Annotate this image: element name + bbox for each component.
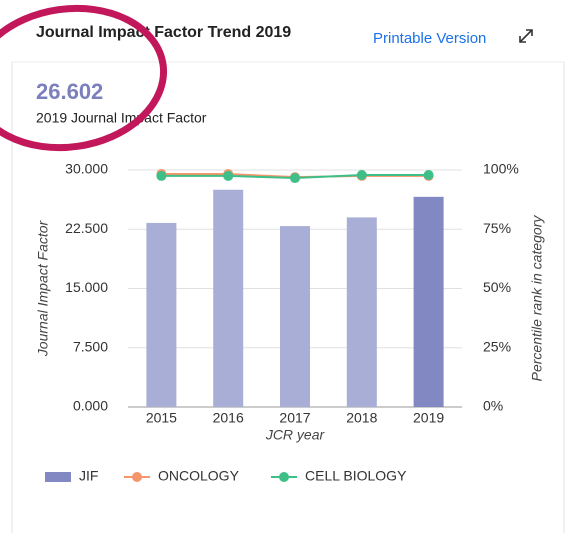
x-tick-label: 2019 <box>413 410 444 426</box>
bar <box>213 189 244 407</box>
legend-swatch <box>279 472 289 482</box>
x-tick-label: 2015 <box>146 410 177 426</box>
x-tick-label: 2018 <box>346 410 377 426</box>
printable-link[interactable]: Printable Version <box>373 30 486 47</box>
y2-axis-label: Percentile rank in category <box>529 215 545 382</box>
y2-tick-label: 50% <box>483 279 511 295</box>
bar <box>146 222 177 407</box>
y2-tick-label: 100% <box>483 161 519 177</box>
x-tick-label: 2016 <box>213 410 244 426</box>
point <box>423 169 434 180</box>
y-tick-label: 22.500 <box>65 220 108 236</box>
jif-caption: 2019 Journal Impact Factor <box>36 110 207 126</box>
y2-tick-label: 25% <box>483 338 511 354</box>
legend-swatch <box>132 472 142 482</box>
x-axis-label: JCR year <box>265 427 326 443</box>
bar <box>413 196 444 407</box>
point <box>290 173 300 184</box>
legend-label: JIF <box>79 468 98 484</box>
widget-title: Journal Impact Factor Trend 2019 <box>36 24 291 41</box>
y-axis-label: Journal Impact Factor <box>35 219 51 357</box>
jif-value: 26.602 <box>36 79 103 104</box>
y2-tick-label: 75% <box>483 220 511 236</box>
y-tick-label: 30.000 <box>65 161 108 177</box>
legend-label: ONCOLOGY <box>158 468 240 484</box>
point <box>223 170 234 181</box>
expand-icon[interactable] <box>519 29 533 43</box>
bar <box>346 217 377 407</box>
highlight-circle <box>0 4 168 152</box>
point <box>156 170 167 181</box>
y2-tick-label: 0% <box>483 398 503 414</box>
y-tick-label: 15.000 <box>65 279 108 295</box>
x-tick-label: 2017 <box>279 410 310 426</box>
legend-label: CELL BIOLOGY <box>305 468 407 484</box>
y-tick-label: 0.000 <box>73 398 108 414</box>
bar <box>280 226 310 407</box>
legend-swatch <box>45 472 71 482</box>
y-tick-label: 7.500 <box>73 338 108 354</box>
point <box>356 169 367 180</box>
